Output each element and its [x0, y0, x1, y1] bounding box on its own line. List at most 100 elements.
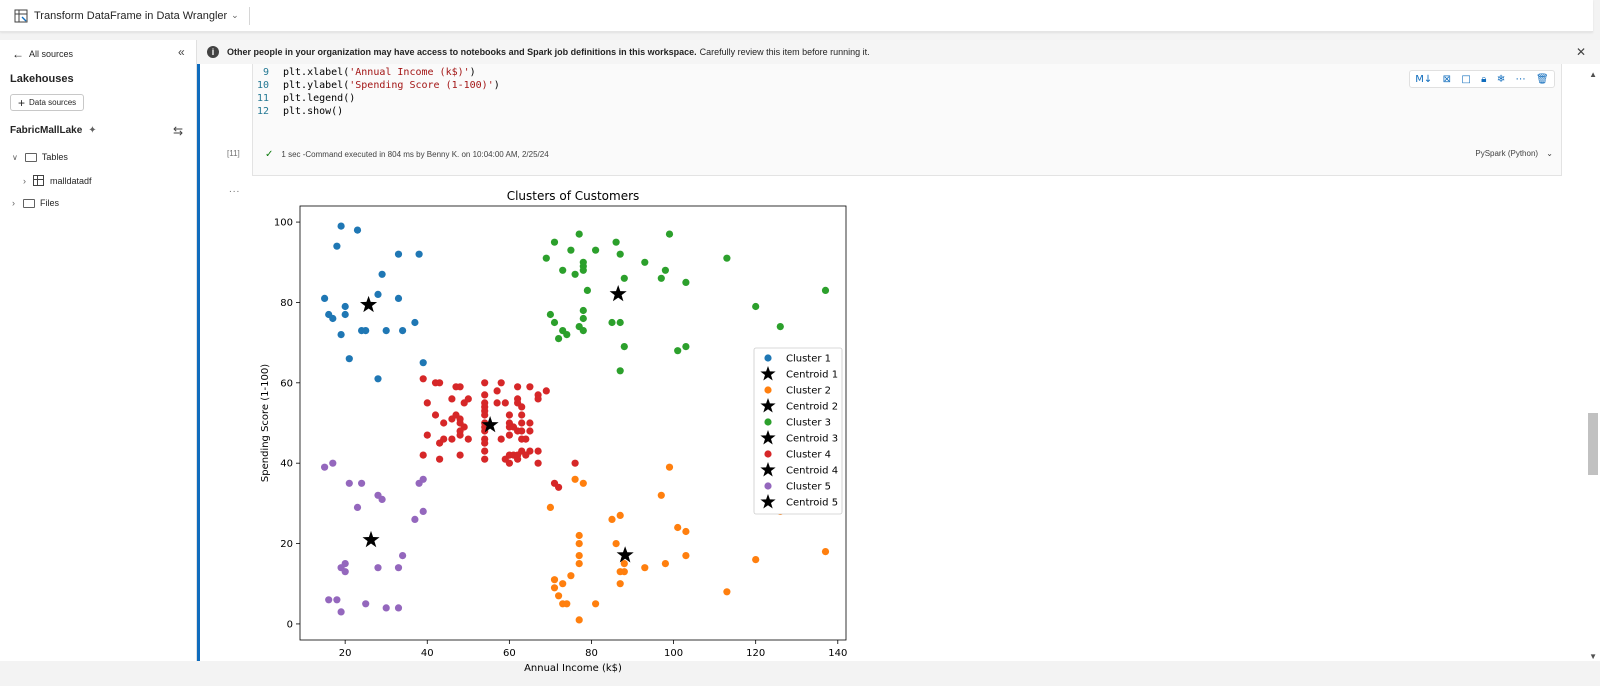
line-number: 10: [256, 80, 269, 91]
data-point: [411, 515, 419, 523]
lock-icon[interactable]: 🔒︎: [1481, 73, 1487, 85]
pin-icon[interactable]: ✦: [88, 125, 97, 136]
collapse-panel-icon[interactable]: «: [178, 45, 185, 59]
data-point: [333, 596, 341, 604]
data-point: [571, 475, 579, 483]
section-title: Lakehouses: [10, 73, 74, 85]
data-point: [620, 343, 628, 351]
scroll-down-icon[interactable]: ▼: [1589, 652, 1597, 661]
legend-label: Centroid 2: [786, 402, 838, 413]
data-point: [563, 331, 571, 339]
y-axis-label: Spending Score (1-100): [260, 364, 271, 482]
data-point: [341, 302, 349, 311]
data-point: [481, 379, 489, 387]
data-point: [436, 379, 444, 387]
data-point: [518, 427, 526, 435]
data-point: [333, 242, 341, 250]
data-point: [505, 411, 513, 419]
clear-output-icon[interactable]: ⊠: [1442, 73, 1451, 85]
data-point: [661, 560, 669, 568]
transform-dataframe-menu[interactable]: Transform DataFrame in Data Wrangler: [34, 9, 228, 22]
legend-marker: [760, 366, 776, 381]
data-point: [665, 230, 674, 238]
tree-item-tables[interactable]: ∨ Tables: [12, 152, 68, 162]
code-text: plt.ylabel(: [283, 80, 350, 91]
data-point: [575, 540, 583, 548]
output-more-icon[interactable]: ...: [229, 184, 241, 195]
more-options-icon[interactable]: ⋯: [1515, 73, 1526, 85]
table-icon: [33, 175, 44, 186]
check-icon: ✓: [265, 149, 274, 160]
data-point: [665, 463, 674, 471]
data-point: [821, 548, 830, 556]
legend-label: Cluster 2: [786, 386, 831, 397]
language-selector[interactable]: PySpark (Python) ⌄: [1475, 149, 1553, 158]
data-point: [514, 395, 522, 403]
data-point: [456, 431, 464, 439]
data-point: [555, 592, 563, 600]
data-point: [419, 375, 427, 383]
delete-icon[interactable]: 🗑︎: [1536, 73, 1549, 85]
arrow-left-icon: ←: [12, 47, 24, 61]
data-point: [612, 540, 620, 548]
tree-item-malldatadf[interactable]: › malldatadf: [23, 175, 92, 186]
data-point: [682, 527, 690, 536]
info-icon: i: [207, 46, 219, 58]
scrollbar-thumb[interactable]: [1588, 413, 1598, 475]
data-point: [481, 455, 489, 463]
back-to-all-sources[interactable]: ← All sources: [12, 47, 73, 61]
folder-icon: [24, 152, 37, 162]
legend-marker: [764, 418, 772, 426]
code-cell[interactable]: 9 plt.xlabel('Annual Income (k$)') 10 pl…: [227, 64, 1562, 176]
legend-marker: [764, 386, 772, 394]
chevron-down-icon[interactable]: ⌄: [231, 10, 239, 20]
data-point: [337, 608, 345, 616]
y-tick-label: 0: [287, 619, 293, 630]
data-point: [419, 475, 427, 483]
data-point: [345, 479, 353, 487]
data-point: [460, 423, 468, 431]
data-point: [657, 491, 665, 499]
data-wrangler-icon: [14, 9, 28, 22]
data-point: [378, 495, 386, 503]
banner-text: Carefully review this item before runnin…: [699, 47, 870, 57]
execution-status: ✓ 1 sec -Command executed in 804 ms by B…: [265, 149, 549, 160]
tree-item-files[interactable]: › Files: [12, 198, 59, 208]
line-number: 11: [256, 93, 269, 104]
freeze-icon[interactable]: ❄: [1496, 73, 1506, 85]
data-point: [555, 335, 563, 343]
data-point: [321, 463, 329, 471]
data-point: [501, 399, 509, 407]
data-point: [620, 274, 628, 282]
data-point: [534, 447, 542, 455]
vertical-scrollbar[interactable]: ▲ ▼: [1586, 64, 1600, 661]
legend-label: Cluster 3: [786, 418, 831, 429]
data-point: [682, 343, 690, 351]
scroll-up-icon[interactable]: ▲: [1589, 70, 1597, 79]
data-point: [374, 290, 382, 298]
markdown-icon[interactable]: M↓: [1415, 73, 1433, 85]
data-point: [546, 310, 554, 319]
data-point: [723, 588, 731, 596]
centroid-marker: [616, 546, 634, 563]
data-point: [641, 564, 649, 572]
comment-icon[interactable]: □: [1461, 73, 1471, 85]
data-point: [345, 355, 353, 363]
chevron-right-icon: ›: [23, 175, 26, 186]
data-point: [341, 568, 349, 576]
data-point: [358, 479, 366, 487]
code-line: 10 plt.ylabel('Spending Score (1-100)'): [253, 80, 500, 91]
switch-lakehouse-icon[interactable]: ⇆: [173, 124, 184, 138]
data-point: [616, 511, 624, 519]
data-point: [329, 459, 337, 467]
data-point: [431, 411, 440, 419]
data-point: [616, 250, 624, 258]
close-icon[interactable]: ✕: [1575, 45, 1586, 59]
data-point: [423, 431, 431, 439]
data-point: [464, 435, 472, 443]
centroid-marker: [362, 530, 380, 548]
add-data-sources-button[interactable]: + Data sources: [10, 94, 85, 111]
lakehouse-name[interactable]: FabricMallLake ✦: [10, 125, 97, 136]
code-line: 9 plt.xlabel('Annual Income (k$)'): [253, 67, 476, 78]
data-point: [608, 515, 616, 523]
